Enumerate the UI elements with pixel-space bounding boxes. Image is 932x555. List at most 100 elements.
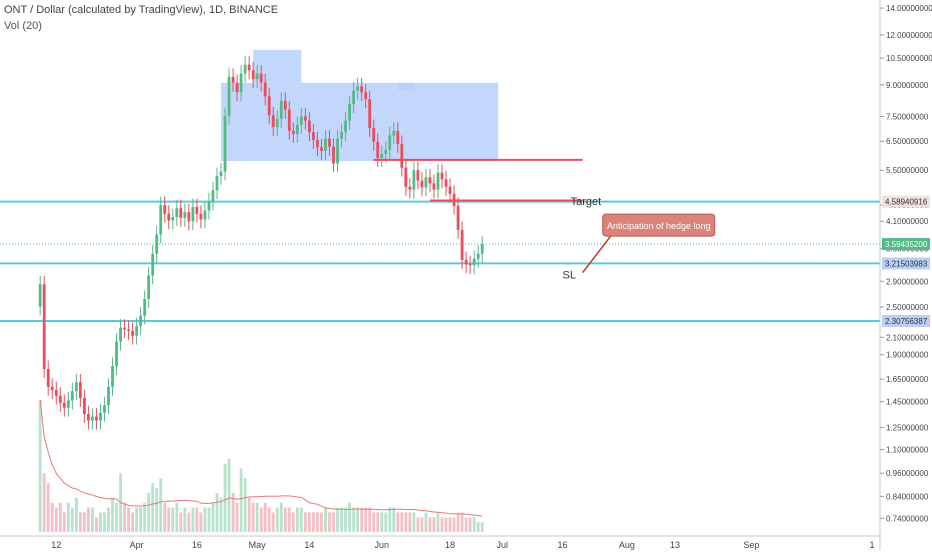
time-tick-label: 14 bbox=[304, 540, 314, 550]
volume-bar bbox=[175, 502, 179, 532]
volume-bar bbox=[316, 512, 319, 532]
volume-bar bbox=[239, 468, 243, 532]
horizontal-levels bbox=[0, 200, 880, 322]
candle-down bbox=[432, 183, 436, 190]
volume-bar bbox=[183, 507, 187, 532]
volume-bar bbox=[135, 507, 139, 532]
volume-bar bbox=[291, 512, 295, 532]
volume-bar bbox=[82, 512, 86, 532]
candle-down bbox=[127, 329, 130, 331]
volume-bar bbox=[163, 502, 167, 532]
volume-bar bbox=[424, 512, 428, 532]
price-tick-label: 1.90000000 bbox=[886, 351, 929, 360]
volume-bar bbox=[271, 512, 275, 532]
candle-up bbox=[324, 138, 327, 151]
candle-down bbox=[312, 132, 315, 140]
volume-bar bbox=[115, 502, 118, 532]
candle-up bbox=[476, 253, 480, 259]
volume-bar bbox=[171, 507, 175, 532]
callout-box bbox=[602, 213, 716, 237]
price-tick-label: 1.25000000 bbox=[886, 423, 929, 432]
candle-down bbox=[271, 115, 275, 128]
annotation-label: Target bbox=[571, 196, 602, 208]
volume-bar bbox=[243, 478, 247, 532]
candle-up bbox=[392, 130, 396, 136]
candle-up bbox=[107, 386, 110, 406]
volume-indicator-label: Vol (20) bbox=[4, 20, 42, 32]
volume-bar bbox=[231, 492, 235, 532]
candle-down bbox=[332, 146, 335, 164]
candle-up bbox=[255, 73, 259, 80]
candle-down bbox=[58, 395, 62, 403]
annotations: Target SL Anticipation of hedge long bbox=[563, 196, 716, 281]
volume-bar bbox=[111, 497, 114, 532]
time-tick-label: 13 bbox=[670, 540, 680, 550]
volume-bar bbox=[456, 512, 460, 532]
volume-bar bbox=[155, 488, 159, 532]
volume-bar bbox=[70, 507, 74, 532]
volume-bar bbox=[295, 507, 299, 532]
time-axis[interactable]: 12 Apr 16 May 14 Jun 18 Jul 16 Aug 13 Sep 1 bbox=[0, 535, 880, 550]
time-tick-label: 1 bbox=[869, 540, 874, 550]
volume-bar bbox=[476, 522, 480, 532]
price-tick-label: 5.50000000 bbox=[886, 166, 929, 175]
volume-bar bbox=[95, 517, 98, 532]
time-tick-label: 16 bbox=[558, 540, 568, 550]
candle-down bbox=[231, 76, 235, 83]
candle-up bbox=[211, 190, 215, 202]
callout-text: Anticipation of hedge long bbox=[607, 221, 711, 231]
volume-bar bbox=[348, 502, 351, 532]
volume-bar bbox=[143, 502, 147, 532]
volume-bar bbox=[203, 507, 207, 532]
candle-up bbox=[191, 207, 195, 222]
candle-down bbox=[416, 170, 420, 181]
supply-zone-box bbox=[221, 82, 499, 162]
candle-up bbox=[115, 341, 118, 367]
candle-up bbox=[424, 177, 428, 188]
volume-bar bbox=[299, 507, 303, 532]
candle-up bbox=[207, 201, 211, 211]
volume-bar bbox=[159, 478, 163, 532]
candle-down bbox=[259, 73, 263, 83]
candle-up bbox=[472, 258, 476, 266]
volume-bar bbox=[432, 517, 436, 532]
price-tick-label: 4.10000000 bbox=[886, 217, 929, 226]
volume-bar bbox=[131, 512, 135, 532]
price-tick-label: 7.50000000 bbox=[886, 112, 929, 121]
candle-up bbox=[348, 104, 351, 121]
price-tick-label: 6.50000000 bbox=[886, 137, 929, 146]
time-tick-label: Sep bbox=[743, 540, 759, 550]
volume-bar bbox=[287, 507, 291, 532]
volume-bar bbox=[352, 507, 356, 532]
candle-up bbox=[436, 172, 440, 190]
candle-up bbox=[66, 400, 70, 408]
volume-bar bbox=[336, 507, 339, 532]
candle-up bbox=[175, 208, 179, 218]
candle-up bbox=[412, 170, 416, 190]
volume-bar bbox=[275, 507, 279, 532]
candle-up bbox=[159, 205, 163, 235]
candle-down bbox=[247, 64, 251, 71]
volume-bar bbox=[283, 507, 287, 532]
volume-bar bbox=[107, 507, 110, 532]
candle-down bbox=[376, 141, 380, 159]
volume-bar bbox=[42, 473, 46, 532]
volume-bar bbox=[247, 497, 251, 532]
candles bbox=[38, 56, 484, 430]
candle-down bbox=[287, 109, 291, 131]
volume-bar bbox=[452, 517, 456, 532]
volume-bar bbox=[380, 512, 384, 532]
volume-bar bbox=[46, 483, 50, 532]
candle-up bbox=[223, 115, 227, 172]
candle-down bbox=[456, 205, 460, 230]
candle-down bbox=[308, 120, 311, 133]
volume-bar bbox=[195, 507, 199, 532]
volume-bar bbox=[308, 512, 311, 532]
candle-up bbox=[155, 234, 159, 254]
price-axis[interactable]: 14.00000000 12.00000000 10.50000000 9.00000… bbox=[879, 0, 932, 550]
candle-down bbox=[78, 382, 82, 399]
chart-title: ONT / Dollar (calculated by TradingView)… bbox=[4, 4, 279, 16]
volume-bar bbox=[267, 507, 271, 532]
